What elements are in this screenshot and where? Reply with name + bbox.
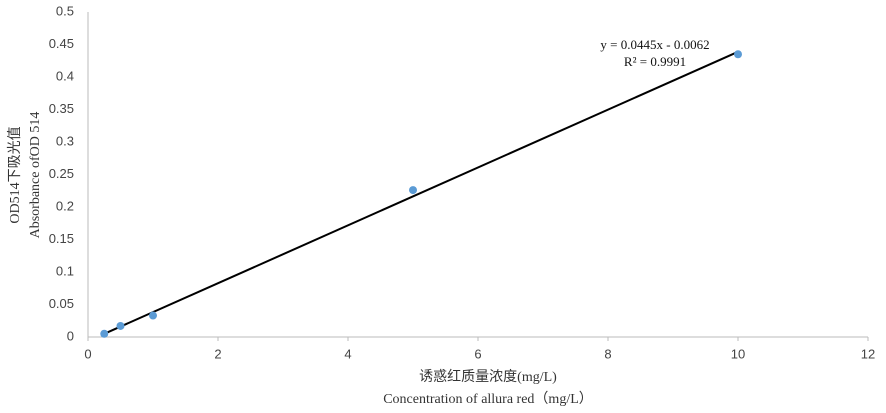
y-tick-label: 0.45 xyxy=(49,36,74,51)
y-tick-label: 0.05 xyxy=(49,296,74,311)
y-tick-label: 0.35 xyxy=(49,101,74,116)
x-tick-label: 4 xyxy=(344,346,351,361)
y-tick-label: 0.4 xyxy=(56,68,74,83)
r-squared: R² = 0.9991 xyxy=(624,54,686,69)
point xyxy=(100,329,109,338)
x-tick-label: 12 xyxy=(861,346,875,361)
point xyxy=(116,321,125,330)
y-tick-label: 0.15 xyxy=(49,231,74,246)
y-tick-label: 0.5 xyxy=(56,3,74,18)
point xyxy=(734,50,742,59)
y-axis-label: OD514下吸光值 xyxy=(7,126,23,223)
point xyxy=(149,311,157,320)
x-tick-label: 10 xyxy=(731,346,745,361)
y-tick-label: 0 xyxy=(67,328,74,343)
point xyxy=(409,186,417,195)
x-tick-label: 2 xyxy=(214,346,221,361)
y-axis-label: Absorbance ofOD 514 xyxy=(28,112,43,239)
y-tick-label: 0.1 xyxy=(56,263,74,278)
x-tick-label: 0 xyxy=(84,346,91,361)
x-axis-label: Concentration of allura red（mg/L） xyxy=(383,391,593,407)
y-tick-label: 0.2 xyxy=(56,198,74,213)
trendline xyxy=(103,50,739,335)
y-tick-label: 0.3 xyxy=(56,133,74,148)
y-tick-label: 0.25 xyxy=(49,166,74,181)
x-axis-label: 诱惑红质量浓度(mg/L) xyxy=(419,369,557,385)
equation: y = 0.0445x - 0.0062 xyxy=(600,37,709,52)
x-tick-label: 6 xyxy=(474,346,481,361)
x-tick-label: 8 xyxy=(604,346,611,361)
